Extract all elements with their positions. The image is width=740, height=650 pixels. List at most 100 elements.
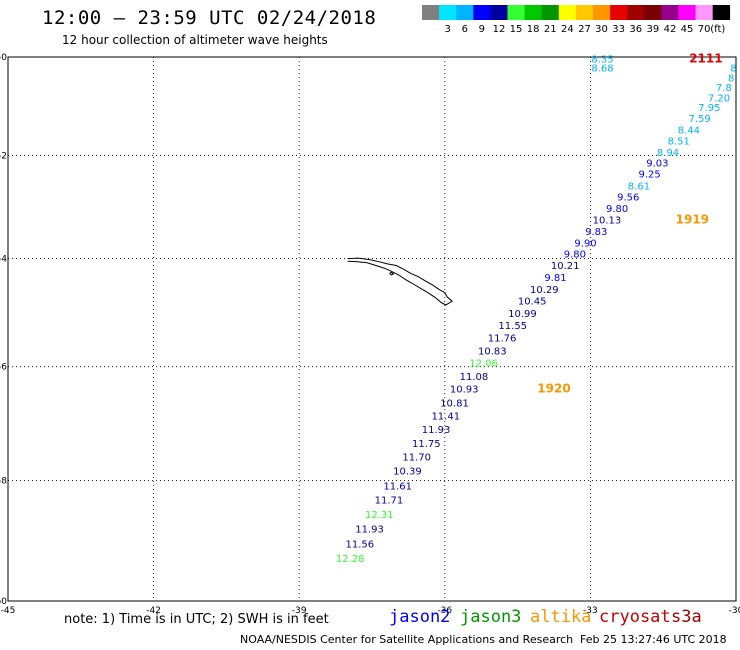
footer-note: note: 1) Time is in UTC; 2) SWH is in fe… (64, 612, 329, 627)
wave-height-label: 11.75 (412, 439, 441, 450)
color-bin-label: 15 (510, 24, 523, 35)
wave-height-label: 11.55 (498, 321, 527, 332)
color-bin-label: 3 (444, 24, 450, 35)
wave-height-label: 7.8 (716, 83, 732, 94)
wave-height-label: 11.93 (355, 525, 384, 536)
wave-height-label: 8 (728, 73, 734, 84)
color-bin-swatch (558, 5, 577, 20)
wave-height-label: 12.28 (336, 554, 365, 565)
wave-height-label: 7.59 (688, 114, 710, 125)
wave-height-label: 10.81 (440, 398, 469, 409)
color-bin-swatch (610, 5, 628, 20)
color-bin-label: 18 (527, 24, 540, 35)
wave-height-observations: 8.358.68 887.87.207.957.598.448.518.949.0… (336, 54, 737, 565)
island-coastline (347, 257, 453, 306)
islet-coastline (389, 271, 395, 276)
wave-height-label: 7.95 (698, 103, 720, 114)
wave-height-label: 11.56 (346, 540, 375, 551)
satellite-legend-item: jason3 (460, 607, 522, 627)
wave-height-label: 8.61 (628, 181, 650, 192)
color-bin-swatch (627, 5, 645, 20)
wave-height-label: 9.90 (574, 238, 596, 249)
wave-height-label: 8.44 (678, 126, 700, 137)
longitude-tick-label: -39 (292, 606, 307, 616)
wave-height-label: 8.51 (668, 136, 690, 147)
color-bin-label: 9 (479, 24, 485, 35)
color-bin-swatch (439, 5, 457, 20)
wave-height-label: 11.76 (488, 334, 517, 345)
pass-time-labels: 2111 1919 1920 (537, 51, 722, 395)
color-bin-label: 21 (544, 24, 557, 35)
wave-height-label: 8.35 (591, 54, 613, 65)
color-bin-label: 27 (578, 24, 591, 35)
wave-height-label: 10.45 (518, 297, 547, 308)
satellite-legend-item: jason2 (389, 607, 451, 627)
color-bin-swatch (507, 5, 525, 20)
wave-height-label: 9.25 (638, 170, 660, 181)
satellite-legend-item: altika (530, 607, 592, 627)
color-bin-swatch (473, 5, 491, 20)
longitude-tick-label: -36 (437, 606, 452, 616)
latitude-tick-label: -54 (0, 255, 7, 265)
color-bin-swatch (490, 5, 508, 20)
map-frame (7, 56, 737, 602)
wave-height-label: 9.56 (617, 193, 639, 204)
color-bin-label: 24 (561, 24, 574, 35)
axis-tick-labels: -45 -42 -39 -36 -33 -30 -50 -52 -54 -56 -58 -60 (0, 53, 740, 616)
wave-height-label: 11.61 (383, 481, 412, 492)
map-subtitle: 12 hour collection of altimeter wave hei… (62, 33, 328, 47)
color-bin-label: 70 (698, 24, 711, 35)
color-bin-swatch (541, 5, 560, 20)
color-bin-swatch (524, 5, 542, 20)
wave-height-label: 12.06 (469, 358, 498, 369)
wave-height-label: 11.93 (422, 425, 451, 436)
pass-time-label: 2111 (689, 51, 722, 65)
color-bin-swatch (695, 5, 713, 20)
wave-height-label: 10.29 (530, 285, 559, 296)
wave-height-label: 10.83 (478, 347, 507, 358)
color-bin-swatch (678, 5, 696, 20)
color-bin-swatch (422, 5, 440, 20)
color-bin-swatch (712, 5, 731, 20)
longitude-tick-label: -45 (1, 606, 16, 616)
color-bin-label: 39 (646, 24, 659, 35)
color-bin-label: 45 (681, 24, 694, 35)
color-bin-label: 33 (612, 24, 625, 35)
longitude-tick-label: -42 (146, 606, 161, 616)
wave-height-label: 9.81 (544, 273, 566, 284)
wave-height-label: 9.80 (606, 204, 628, 215)
longitude-tick-label: -30 (729, 606, 740, 616)
map-title: 12:00 – 23:59 UTC 02/24/2018 (42, 7, 377, 29)
pass-time-label: 1919 (676, 212, 709, 226)
color-bin-swatch (456, 5, 474, 20)
map-border (7, 56, 737, 602)
generated-timestamp: Feb 25 13:27:46 UTC 2018 (580, 633, 727, 646)
wave-height-label: 11.71 (375, 495, 404, 506)
wave-height-label: 8.68 (591, 64, 613, 75)
color-bin-label: 6 (462, 24, 468, 35)
credit-line: NOAA/NESDIS Center for Satellite Applica… (240, 633, 574, 646)
color-bin-label: 30 (595, 24, 608, 35)
latitude-tick-label: -52 (0, 152, 7, 162)
wave-height-label: 7.20 (708, 93, 730, 104)
wave-height-label: 11.08 (460, 372, 489, 383)
color-bin-swatch (644, 5, 662, 20)
color-bin-swatch (593, 5, 611, 20)
wave-height-label: 9.03 (646, 159, 668, 170)
color-bin-label: 36 (629, 24, 642, 35)
wave-height-label: 11.70 (402, 453, 431, 464)
color-scale-unit: (ft) (710, 24, 725, 35)
latitude-tick-label: -58 (0, 477, 7, 487)
pass-time-label: 1920 (537, 381, 570, 395)
wave-height-label: 10.13 (593, 215, 622, 226)
wave-height-label: 8 (730, 64, 736, 75)
longitude-tick-label: -33 (583, 606, 598, 616)
wave-height-label: 9.83 (585, 227, 607, 238)
wave-height-label: 10.21 (551, 261, 580, 272)
latitude-tick-label: -60 (0, 597, 7, 607)
color-bin-label: 12 (493, 24, 506, 35)
wave-height-label: 10.93 (450, 384, 479, 395)
wave-height-label: 11.41 (431, 411, 460, 422)
